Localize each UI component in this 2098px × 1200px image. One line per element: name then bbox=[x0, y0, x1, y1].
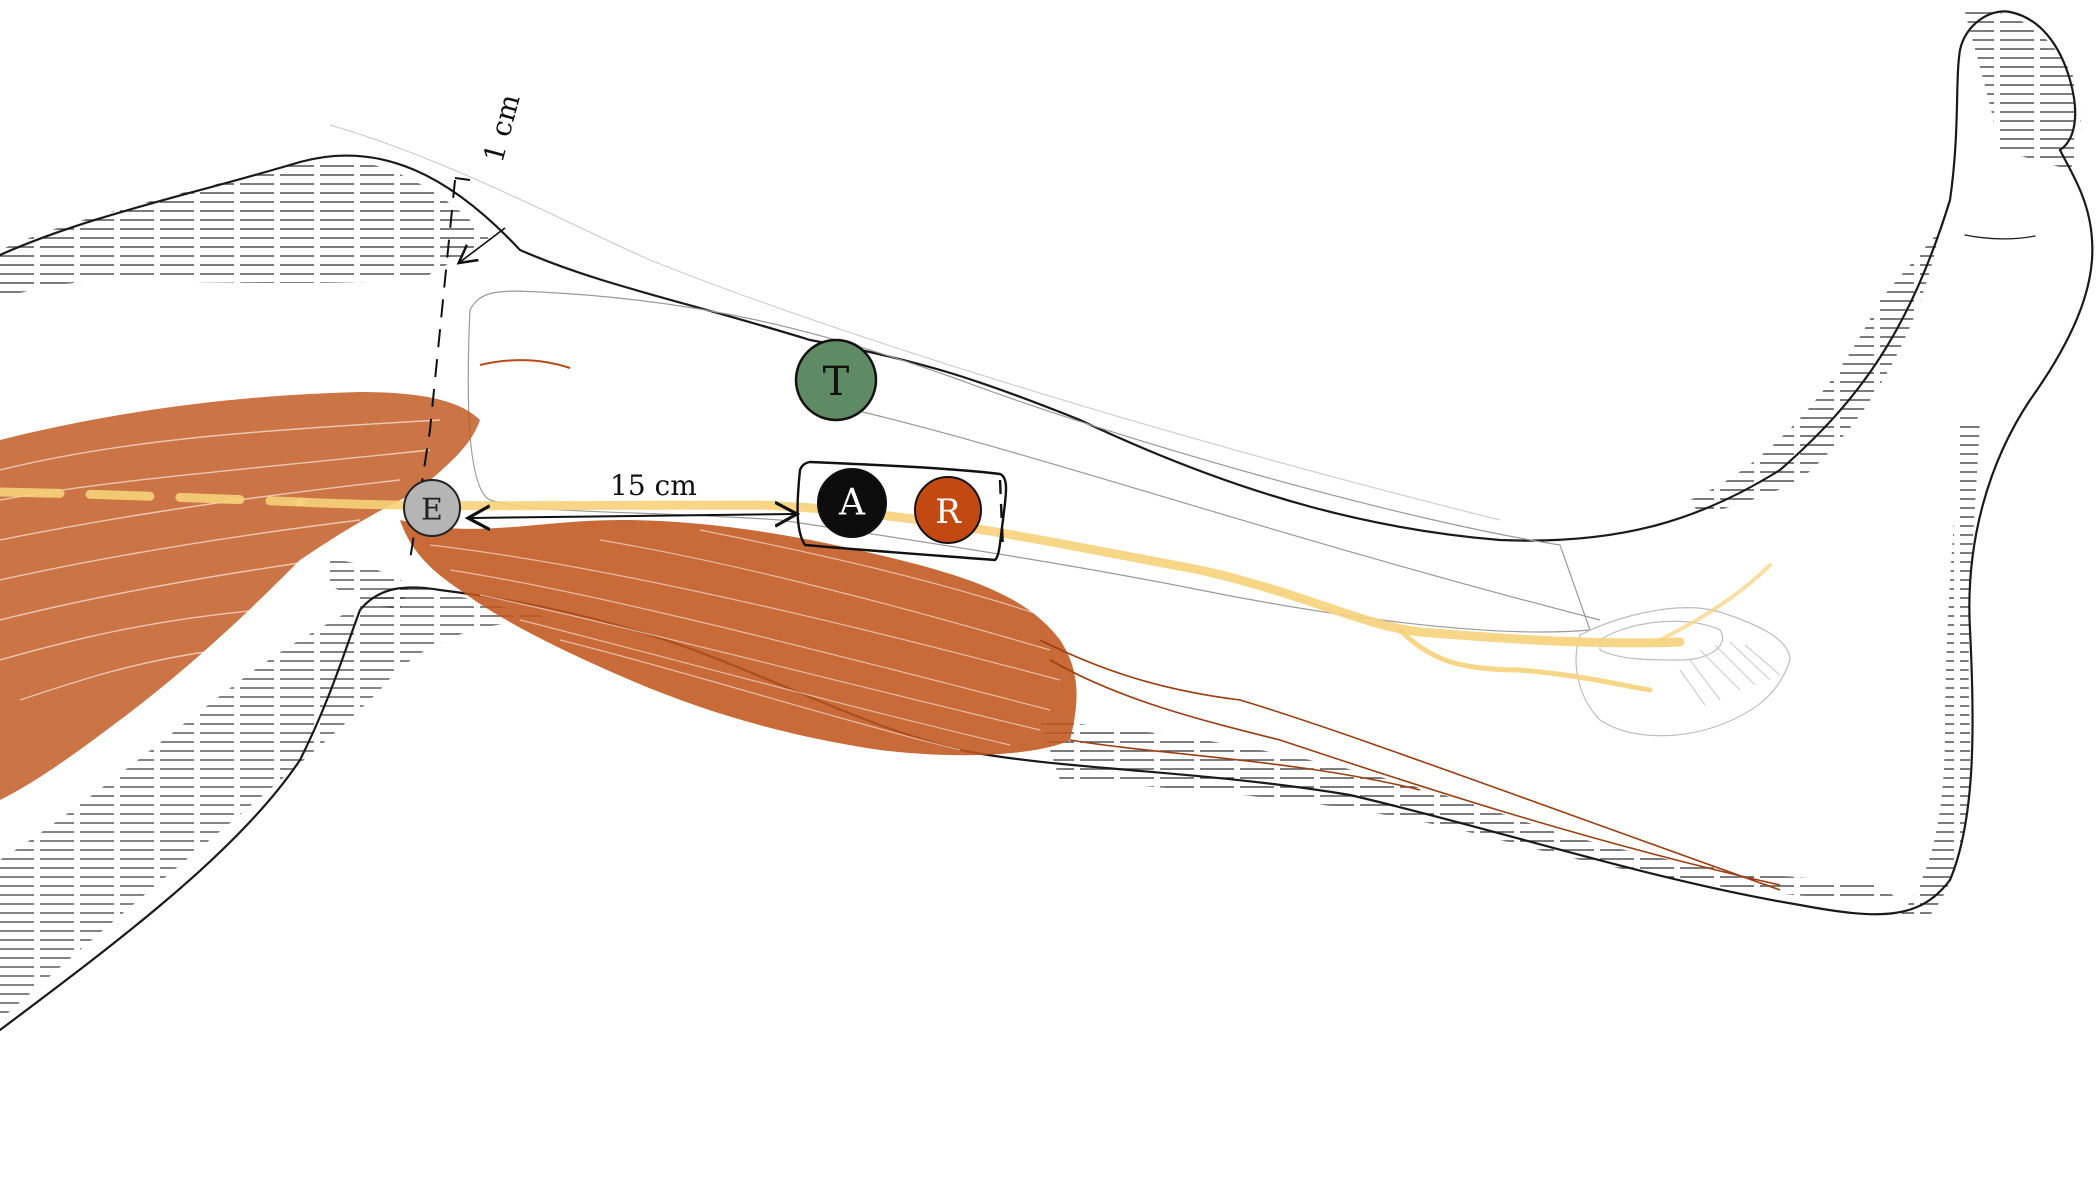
foot-contour bbox=[1958, 10, 2077, 152]
marker-a-label: A bbox=[838, 483, 866, 524]
marker-r-label: R bbox=[935, 492, 962, 532]
foot-shading bbox=[1965, 10, 2081, 170]
marker-t-label: T bbox=[823, 359, 850, 405]
group-box-dashed-side bbox=[998, 479, 1005, 551]
foot-bones bbox=[1575, 607, 1791, 737]
fibula-line bbox=[809, 399, 1601, 621]
thigh-bottom-shading bbox=[0, 585, 560, 1020]
talus-outline bbox=[1599, 620, 1724, 661]
thigh-top-contour bbox=[0, 48, 1962, 542]
muscles bbox=[0, 359, 1781, 891]
one-cm-tick bbox=[454, 177, 471, 181]
outer-shadow-curve bbox=[329, 124, 1501, 521]
nerve-branch-upper bbox=[1658, 563, 1772, 642]
calf-muscle bbox=[400, 520, 1077, 756]
marker-t: T bbox=[794, 338, 878, 422]
thigh-muscle-fibers bbox=[0, 419, 441, 701]
marker-a: A bbox=[817, 468, 887, 538]
quadriceps-tendon-line bbox=[479, 359, 571, 369]
marker-a-circle bbox=[817, 468, 887, 538]
marker-r: R bbox=[914, 476, 982, 544]
skin-shading bbox=[0, 10, 2081, 1020]
foot-bone-hatch bbox=[1679, 641, 1781, 706]
toe-crease bbox=[1964, 234, 2036, 240]
calf-muscle-fibers bbox=[429, 529, 1061, 751]
marker-e-circle bbox=[403, 479, 461, 537]
horizontal-dimension-label: 15 cm bbox=[610, 469, 697, 502]
one-cm-arrow bbox=[460, 227, 506, 262]
electrode-markers: E T A R bbox=[403, 338, 1008, 562]
achilles-tendon bbox=[1039, 639, 1781, 891]
marker-r-circle bbox=[914, 476, 982, 544]
nerve-dashed-proximal bbox=[0, 487, 305, 507]
calf-bottom-shading bbox=[1040, 720, 1900, 900]
knee-under-shading bbox=[330, 560, 410, 610]
measurements: 1 cm 15 cm bbox=[409, 91, 795, 561]
thigh-top-shading bbox=[0, 159, 490, 298]
marker-e-label: E bbox=[421, 493, 443, 528]
nerve-branch-lower bbox=[1397, 627, 1653, 693]
marker-e: E bbox=[403, 479, 461, 537]
horizontal-dimension-line bbox=[470, 514, 795, 518]
calcaneus-outline bbox=[1575, 607, 1791, 737]
active-reference-group-box bbox=[796, 460, 1008, 562]
shin-front-shading bbox=[1690, 230, 1940, 515]
marker-t-circle bbox=[794, 338, 878, 422]
vertical-dimension-label: 1 cm bbox=[477, 91, 527, 166]
heel-shading bbox=[1900, 420, 1980, 915]
heel-contour bbox=[1948, 148, 2094, 882]
